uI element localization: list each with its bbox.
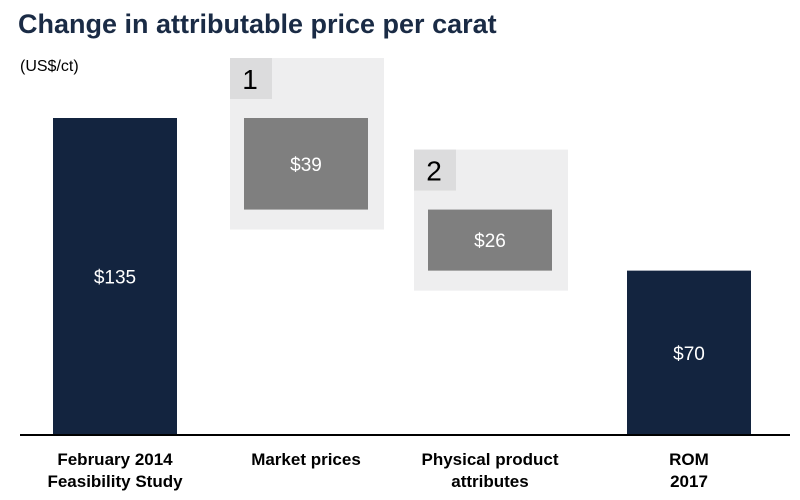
bar-0 xyxy=(53,118,177,435)
x-tick-label-1-0: Market prices xyxy=(251,450,361,469)
x-tick-label-0-0: February 2014 xyxy=(57,450,173,469)
bar-value-label-3: $70 xyxy=(673,344,705,365)
step-marker-2: 2 xyxy=(426,156,442,187)
bar-3 xyxy=(627,270,751,435)
x-tick-label-3-1: 2017 xyxy=(670,472,708,491)
x-tick-label-2-0: Physical product xyxy=(422,450,559,469)
x-axis-labels: February 2014 Feasibility Study Market pri… xyxy=(47,450,708,491)
chart-title: Change in attributable price per carat xyxy=(18,9,497,39)
step-marker-box-1 xyxy=(230,58,272,99)
x-tick-label-0-1: Feasibility Study xyxy=(47,472,183,491)
bar-1 xyxy=(244,118,368,210)
step-marker-1: 1 xyxy=(242,64,258,95)
x-tick-label-3-0: ROM xyxy=(669,450,709,469)
chart-marks: $135 1 $39 2 $26 $70 xyxy=(53,58,751,435)
unit-label: (US$/ct) xyxy=(20,58,79,75)
bar-2 xyxy=(428,209,552,271)
bar-value-label-1: $39 xyxy=(290,155,322,176)
step-marker-box-2 xyxy=(414,149,456,191)
x-tick-label-2-1: attributes xyxy=(451,472,528,491)
bar-value-label-2: $26 xyxy=(474,231,506,252)
bar-value-label-0: $135 xyxy=(94,268,136,289)
